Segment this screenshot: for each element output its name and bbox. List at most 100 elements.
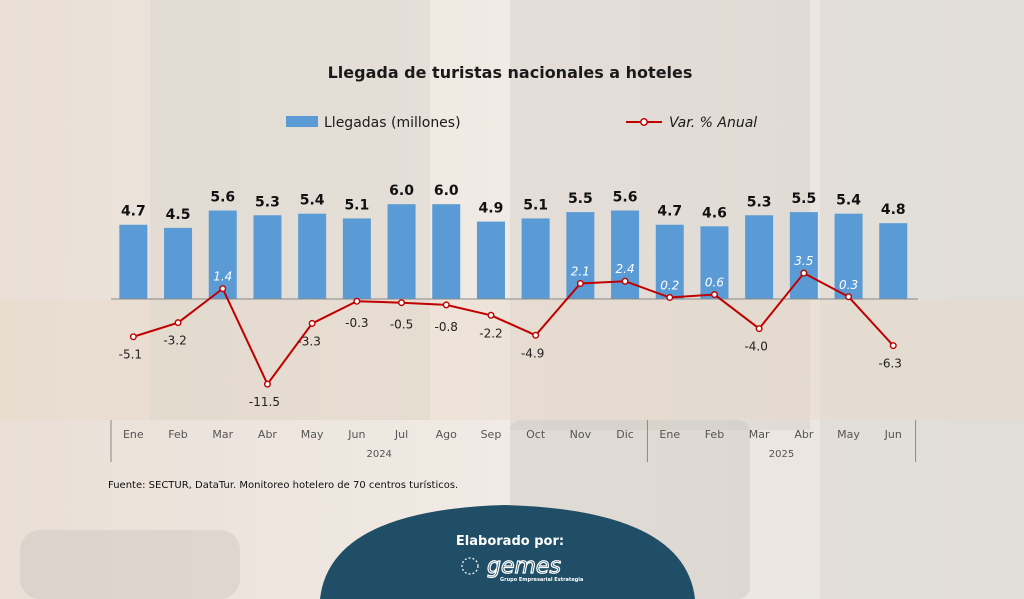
bar-oct — [521, 218, 550, 299]
bar-value-label: 5.1 — [523, 197, 548, 213]
line-point — [353, 297, 361, 305]
bar-value-label: 5.5 — [791, 191, 816, 207]
logo-subtitle: Grupo Empresarial Estrategia — [500, 577, 583, 583]
bar-value-label: 4.6 — [702, 205, 727, 221]
bar-mar — [208, 210, 237, 299]
bar-jun — [879, 223, 908, 299]
line-point — [129, 333, 137, 341]
point-value-label: -0.8 — [435, 320, 458, 334]
bar-value-label: 5.4 — [300, 193, 325, 209]
bar-value-label: 5.1 — [344, 197, 369, 213]
point-value-label: 3.5 — [794, 254, 813, 268]
bar-sep — [476, 221, 505, 299]
line-point — [710, 291, 718, 299]
bar-may — [298, 213, 327, 299]
footer: Elaborado por: gemes Grupo Empresarial E… — [320, 505, 695, 599]
point-value-label: -4.0 — [744, 340, 767, 354]
legend-label-bars: Llegadas (millones) — [324, 115, 461, 131]
x-tick-label: Mar — [749, 428, 770, 441]
point-value-label: 0.2 — [660, 279, 679, 293]
line-point — [845, 293, 853, 301]
line-point — [800, 269, 808, 277]
point-value-label: -11.5 — [249, 395, 280, 409]
point-value-label: -4.9 — [521, 346, 544, 360]
bar-value-label: 5.5 — [568, 191, 593, 207]
legend-marker-line — [640, 118, 648, 126]
bar-ene — [119, 224, 148, 299]
x-axis: Ene Feb Mar Abr May Jun Jul Ago Sep Oct Nov Dic Ene F… — [110, 420, 917, 462]
bar-value-label: 5.3 — [747, 194, 772, 210]
point-value-label: 1.4 — [213, 270, 232, 284]
bar-labels: 4.7 4.5 5.6 5.3 5.4 5.1 6.0 6.0 4.9 5.1 5.5 5.6 4.7 4… — [121, 183, 906, 223]
bar-value-label: 5.4 — [836, 193, 861, 209]
x-tick-label: Sep — [481, 428, 502, 441]
x-tick-label: May — [837, 428, 860, 441]
x-tick-label: Feb — [168, 428, 187, 441]
bar-value-label: 6.0 — [389, 183, 414, 199]
x-tick-label: Dic — [616, 428, 634, 441]
bar-value-label: 4.5 — [166, 207, 191, 223]
bar-value-label: 6.0 — [434, 183, 459, 199]
footer-label: Elaborado por: — [456, 534, 564, 549]
legend: Llegadas (millones) Var. % Anual — [286, 115, 757, 131]
line-point — [174, 319, 182, 327]
point-value-label: 0.6 — [705, 276, 724, 290]
source-note: Fuente: SECTUR, DataTur. Monitoreo hotel… — [108, 479, 458, 491]
line-point — [263, 380, 271, 388]
bar-value-label: 4.7 — [121, 204, 146, 220]
point-value-label: -3.2 — [163, 334, 186, 348]
bar-feb — [164, 227, 193, 299]
line-point — [442, 301, 450, 309]
footer-shape — [320, 505, 695, 599]
bar-feb — [700, 226, 729, 299]
bar-mar — [745, 215, 774, 299]
bar-value-label: 4.9 — [479, 201, 504, 217]
line-point — [532, 331, 540, 339]
x-tick-label: Ene — [659, 428, 680, 441]
line-point — [487, 311, 495, 319]
line-point — [666, 294, 674, 302]
x-tick-label: Jun — [884, 428, 902, 441]
bar-value-label: 5.6 — [613, 190, 638, 206]
line-point — [308, 319, 316, 327]
bar-series — [119, 204, 908, 299]
x-tick-label: Mar — [212, 428, 233, 441]
point-value-label: -5.1 — [119, 348, 142, 362]
bar-value-label: 5.3 — [255, 194, 280, 210]
point-value-label: -0.5 — [390, 318, 413, 332]
x-tick-label: Feb — [705, 428, 724, 441]
point-value-label: -2.2 — [479, 326, 502, 340]
x-tick-label: Ago — [436, 428, 458, 441]
line-series — [129, 269, 897, 388]
x-tick-label: Abr — [794, 428, 814, 441]
bar-value-label: 4.7 — [657, 204, 682, 220]
bar-ene — [655, 224, 684, 299]
x-tick-label: Jul — [394, 428, 408, 441]
bar-jul — [387, 204, 416, 299]
legend-swatch-bars — [286, 116, 318, 127]
bar-jun — [342, 218, 371, 299]
line-point — [219, 285, 227, 293]
bar-ago — [432, 204, 461, 299]
bar-may — [834, 213, 863, 299]
x-tick-label: Ene — [123, 428, 144, 441]
x-tick-label: Nov — [570, 428, 592, 441]
legend-label-line: Var. % Anual — [669, 115, 757, 131]
point-labels: -5.1 -3.2 1.4 -11.5 -3.3 -0.3 -0.5 -0.8 -2.2 -4.9… — [119, 254, 902, 409]
point-value-label: 0.3 — [839, 278, 858, 292]
year-label: 2024 — [366, 449, 391, 460]
variation-line — [133, 271, 894, 387]
x-tick-label: Oct — [526, 428, 546, 441]
point-value-label: -6.3 — [879, 357, 902, 371]
line-point — [576, 279, 584, 287]
line-point — [889, 342, 897, 350]
x-tick-label: Jun — [347, 428, 365, 441]
year-label: 2025 — [769, 449, 794, 460]
logo-text: gemes — [487, 554, 561, 579]
line-point — [398, 299, 406, 307]
line-point — [755, 325, 763, 333]
bar-value-label: 4.8 — [881, 202, 906, 218]
gemes-logo: gemes Grupo Empresarial Estrategia — [461, 553, 583, 583]
